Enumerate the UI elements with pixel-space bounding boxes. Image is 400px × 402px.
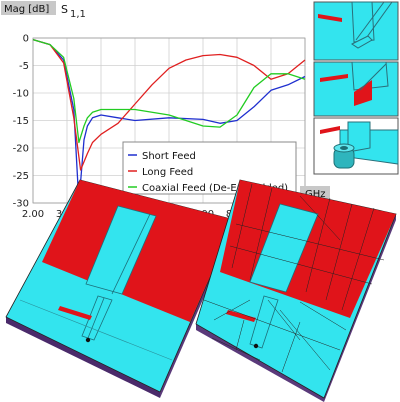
- y-axis-label: Mag [dB]: [4, 4, 49, 15]
- y-tick-label: -25: [13, 171, 29, 182]
- x-tick-label: 6.00: [158, 209, 180, 220]
- y-tick-label: -5: [19, 61, 29, 72]
- x-axis-unit: GHz: [305, 189, 326, 200]
- s-param-subscript: 1,1: [70, 9, 86, 20]
- y-tick-label: -10: [13, 89, 29, 100]
- legend-label-short-feed: Short Feed: [142, 151, 196, 162]
- s-param-symbol: S: [61, 3, 68, 16]
- x-tick-label: 10.00: [291, 209, 320, 220]
- x-tick-label: 4.00: [90, 209, 112, 220]
- x-tick-label: 9.00: [260, 209, 282, 220]
- chart-legend: Short Feed Long Feed Coaxial Feed (De-Em…: [122, 141, 297, 195]
- x-tick-label: 5.00: [124, 209, 146, 220]
- x-tick-label: 7.00: [192, 209, 214, 220]
- y-tick-label: 0: [23, 34, 29, 45]
- series-line-long-feed: [32, 38, 306, 171]
- chart-series: [32, 38, 306, 204]
- series-line-coaxial-feed-de-embedded: [32, 38, 306, 144]
- x-tick-label: 8.00: [226, 209, 248, 220]
- x-tick-labels: 2.00 3.00 4.00 5.00 6.00 7.00 8.00 9.00 10.00: [22, 209, 319, 220]
- y-tick-label: -20: [13, 144, 29, 155]
- series-line-short-feed: [32, 38, 306, 204]
- legend-label-coaxial-feed: Coaxial Feed (De-Embedded): [142, 183, 288, 194]
- y-tick-label: -30: [13, 199, 29, 210]
- legend-label-long-feed: Long Feed: [142, 167, 193, 178]
- x-tick-label: 3.00: [56, 209, 78, 220]
- y-tick-label: -15: [13, 116, 29, 127]
- ylabel-box: [1, 1, 56, 15]
- x-tick-label: 2.00: [22, 209, 44, 220]
